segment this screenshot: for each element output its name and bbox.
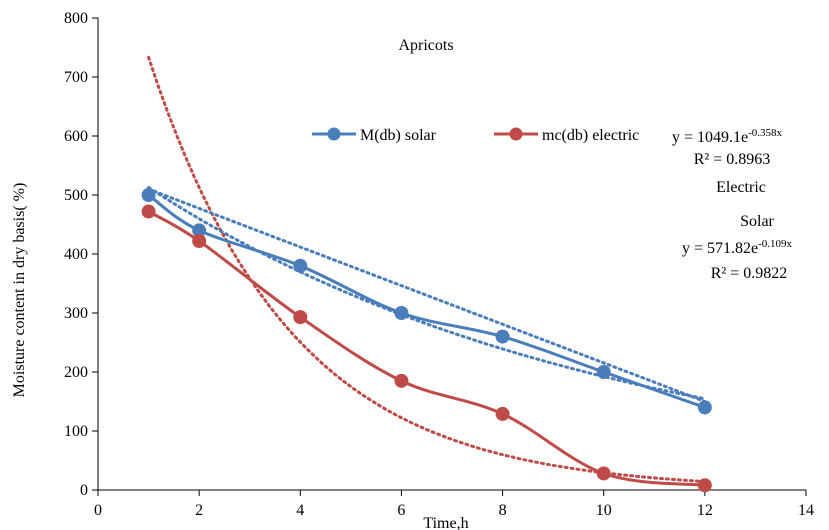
solar-label: Solar <box>740 213 774 230</box>
trendline-linear <box>147 187 707 403</box>
x-tick-label: 2 <box>195 502 203 519</box>
x-tick-label: 0 <box>94 502 102 519</box>
trendline-exponential <box>147 186 707 401</box>
legend-swatch-marker <box>327 127 341 141</box>
data-point <box>293 310 308 325</box>
legend-label: mc(db) electric <box>542 127 639 144</box>
data-point <box>495 329 510 344</box>
data-point <box>495 406 510 421</box>
y-tick-label: 600 <box>64 128 88 145</box>
data-point <box>192 234 207 249</box>
electric-label: Electric <box>716 179 766 196</box>
y-tick-label: 700 <box>64 69 88 86</box>
y-tick-label: 800 <box>64 10 88 27</box>
series-layer <box>141 188 712 493</box>
x-axis-label: Time,h <box>423 515 468 530</box>
data-point <box>697 400 712 415</box>
y-tick-label: 0 <box>80 482 88 499</box>
data-point <box>192 223 207 238</box>
data-point <box>141 204 156 219</box>
x-tick-label: 6 <box>397 502 405 519</box>
electric-equation-base: y = 1049.1e <box>672 129 748 146</box>
solar-r2: R² = 0.9822 <box>711 265 788 282</box>
legend: M(db) solar mc(db) electric <box>312 127 639 144</box>
data-point <box>394 373 409 388</box>
axes: 0 100 200 300 400 500 600 700 800 0 2 4 6 8 10 12 14 <box>64 10 814 519</box>
y-tick-label: 200 <box>64 364 88 381</box>
series-line <box>147 193 706 409</box>
x-tick-label: 8 <box>499 502 507 519</box>
data-point <box>293 258 308 273</box>
y-tick-label: 400 <box>64 246 88 263</box>
electric-r2: R² = 0.8963 <box>694 151 771 168</box>
data-point <box>596 466 611 481</box>
trendlines <box>147 55 707 484</box>
data-point <box>596 365 611 379</box>
x-tick-label: 4 <box>296 502 304 519</box>
chart-title: Apricots <box>398 37 453 54</box>
electric-equation-exponent: -0.358x <box>748 127 782 139</box>
x-tick-label: 10 <box>596 502 612 519</box>
data-point <box>394 306 409 320</box>
y-tick-label: 100 <box>64 423 88 440</box>
legend-label: M(db) solar <box>360 127 437 144</box>
data-point <box>141 188 156 202</box>
electric-equation: y = 1049.1e-0.358x <box>672 127 783 146</box>
solar-equation: y = 571.82e-0.109x <box>682 238 793 257</box>
y-axis-label: Moisture content in dry basis( %) <box>11 183 28 398</box>
legend-swatch-marker <box>509 127 523 141</box>
trendline-exponential <box>147 55 707 484</box>
solar-equation-base: y = 571.82e <box>682 240 758 257</box>
y-tick-label: 500 <box>64 187 88 204</box>
y-tick-label: 300 <box>64 305 88 322</box>
x-tick-label: 14 <box>798 502 814 519</box>
solar-equation-exponent: -0.109x <box>758 238 792 250</box>
x-tick-label: 12 <box>697 502 713 519</box>
data-point <box>697 478 712 493</box>
